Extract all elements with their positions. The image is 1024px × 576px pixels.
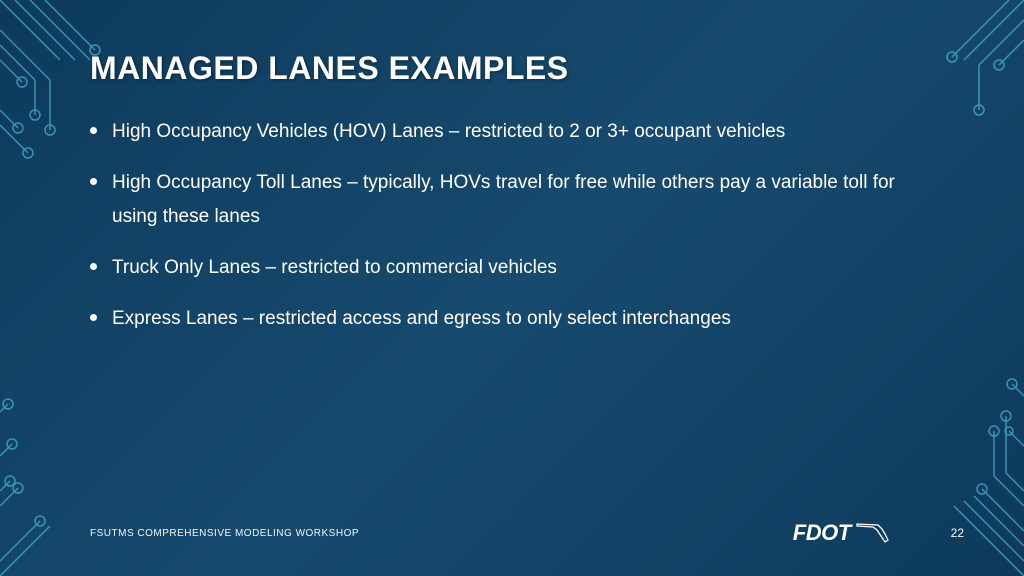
- slide-title: MANAGED LANES EXAMPLES: [90, 50, 934, 87]
- bullet-item: Truck Only Lanes – restricted to commerc…: [90, 251, 934, 284]
- bullet-list: High Occupancy Vehicles (HOV) Lanes – re…: [90, 115, 934, 335]
- bullet-item: Express Lanes – restricted access and eg…: [90, 302, 934, 335]
- bullet-item: High Occupancy Toll Lanes – typically, H…: [90, 166, 934, 233]
- page-number: 22: [951, 526, 964, 540]
- bullet-item: High Occupancy Vehicles (HOV) Lanes – re…: [90, 115, 934, 148]
- footer-workshop-label: FSUTMS COMPREHENSIVE MODELING WORKSHOP: [90, 528, 359, 539]
- logo-text: FDOT: [793, 520, 851, 546]
- slide-footer: FSUTMS COMPREHENSIVE MODELING WORKSHOP F…: [90, 520, 964, 546]
- footer-right-group: FDOT 22: [793, 520, 964, 546]
- slide-container: MANAGED LANES EXAMPLES High Occupancy Ve…: [0, 0, 1024, 576]
- fdot-logo: FDOT: [793, 520, 891, 546]
- florida-outline-icon: [855, 522, 891, 544]
